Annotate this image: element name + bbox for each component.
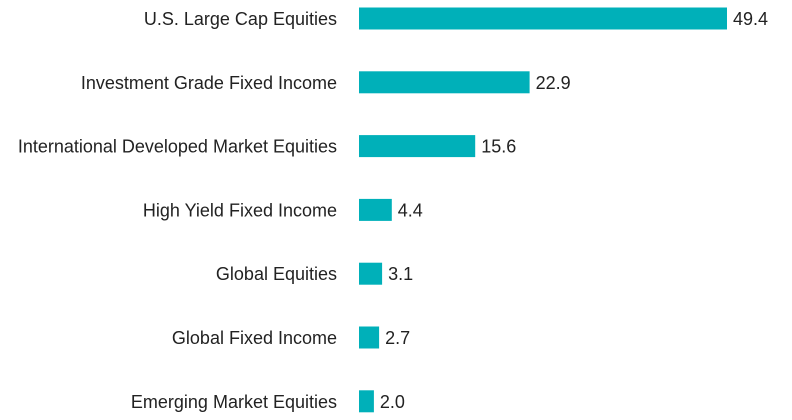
category-labels: U.S. Large Cap Equities Investment Grade … [18,9,337,412]
bar [359,135,476,158]
category-label: Emerging Market Equities [131,392,337,412]
value-label: 3.1 [388,264,413,284]
value-label: 2.0 [380,392,405,412]
category-label: International Developed Market Equities [18,137,337,157]
bar [359,198,392,221]
bar [359,71,530,94]
category-label: Investment Grade Fixed Income [81,73,337,93]
value-label: 22.9 [536,73,571,93]
value-label: 4.4 [398,200,423,220]
category-label: Global Fixed Income [172,328,337,348]
value-label: 15.6 [481,137,516,157]
category-label: U.S. Large Cap Equities [144,9,337,29]
category-label: Global Equities [216,264,337,284]
bars-group [359,7,727,413]
value-label: 2.7 [385,328,410,348]
bar [359,262,383,285]
category-label: High Yield Fixed Income [143,200,337,220]
bar [359,326,380,349]
value-label: 49.4 [733,9,768,29]
bar [359,7,727,30]
bar [359,390,374,413]
value-labels: 49.4 22.9 15.6 4.4 3.1 2.7 2.0 [380,9,768,412]
